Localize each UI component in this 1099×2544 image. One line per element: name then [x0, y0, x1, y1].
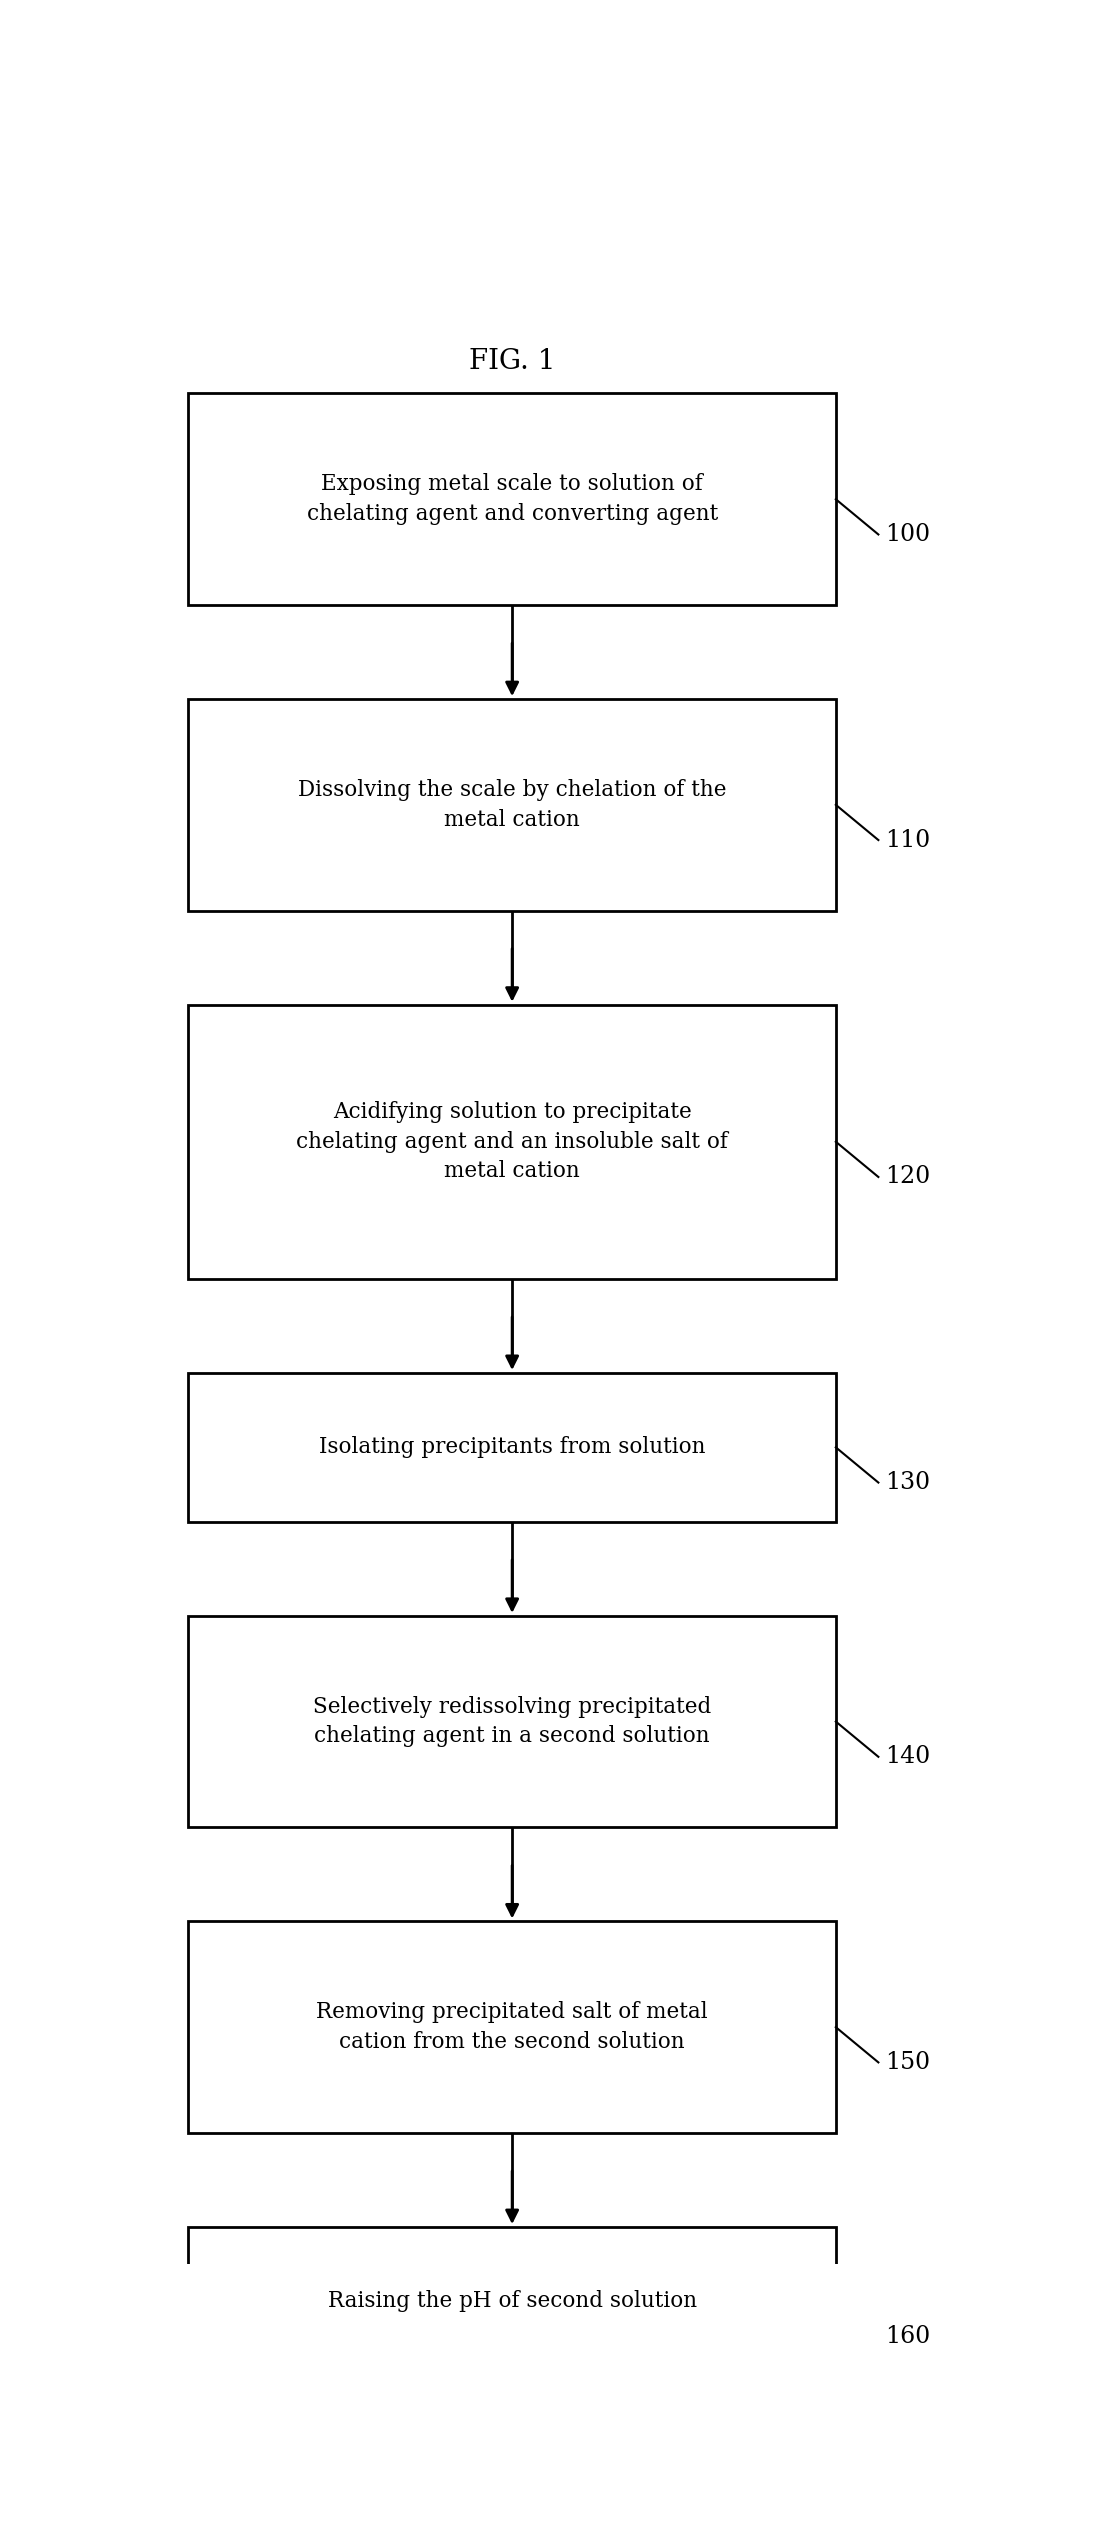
- Text: Raising the pH of second solution: Raising the pH of second solution: [328, 2290, 697, 2312]
- Text: Isolating precipitants from solution: Isolating precipitants from solution: [319, 1437, 706, 1458]
- Text: 160: 160: [885, 2325, 931, 2348]
- Text: 150: 150: [885, 2050, 931, 2073]
- Bar: [189, 700, 836, 911]
- Text: 110: 110: [885, 829, 931, 852]
- Text: FIG. 1: FIG. 1: [469, 349, 555, 377]
- Bar: [189, 1921, 836, 2132]
- Text: Exposing metal scale to solution of
chelating agent and converting agent: Exposing metal scale to solution of chel…: [307, 473, 718, 524]
- Bar: [189, 1374, 836, 1521]
- Bar: [189, 1615, 836, 1827]
- Text: Removing precipitated salt of metal
cation from the second solution: Removing precipitated salt of metal cati…: [317, 2002, 708, 2053]
- Text: 130: 130: [885, 1470, 931, 1493]
- Text: 140: 140: [885, 1745, 931, 1768]
- Bar: [189, 394, 836, 605]
- Text: 100: 100: [885, 524, 931, 547]
- Text: 120: 120: [885, 1165, 931, 1188]
- Bar: [189, 2226, 836, 2376]
- Text: Dissolving the scale by chelation of the
metal cation: Dissolving the scale by chelation of the…: [298, 778, 726, 832]
- Text: Acidifying solution to precipitate
chelating agent and an insoluble salt of
meta: Acidifying solution to precipitate chela…: [297, 1102, 728, 1183]
- Bar: [189, 1005, 836, 1280]
- Text: Selectively redissolving precipitated
chelating agent in a second solution: Selectively redissolving precipitated ch…: [313, 1697, 711, 1748]
